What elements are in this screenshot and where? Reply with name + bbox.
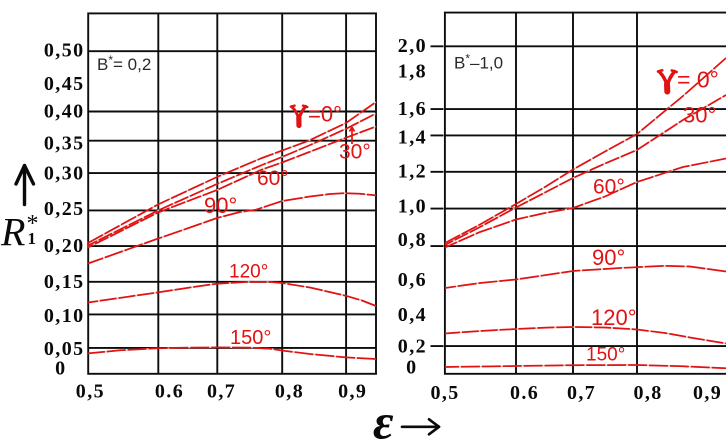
svg-text:90°: 90°	[592, 245, 625, 270]
svg-text:30°: 30°	[339, 141, 371, 164]
svg-text:0,7: 0,7	[567, 382, 596, 404]
svg-text:150°: 150°	[586, 345, 625, 366]
svg-text:1,8: 1,8	[398, 61, 427, 83]
svg-text:0,9: 0,9	[338, 381, 367, 403]
svg-text:0,5: 0,5	[430, 382, 459, 404]
svg-text:0,45: 0,45	[44, 73, 85, 95]
svg-text:0,6: 0,6	[398, 269, 427, 291]
svg-text:*: *	[27, 211, 39, 237]
svg-text:0,5: 0,5	[76, 381, 105, 403]
svg-text:0,4: 0,4	[398, 304, 427, 326]
svg-text:0.6: 0.6	[510, 382, 539, 404]
svg-text:120°: 120°	[591, 305, 637, 330]
svg-text:1,4: 1,4	[398, 127, 427, 149]
svg-text:0,8: 0,8	[275, 381, 304, 403]
svg-text:0,20: 0,20	[44, 235, 85, 257]
svg-text:B*= 0,2: B*= 0,2	[97, 53, 151, 74]
svg-text:B*–1,0: B*–1,0	[454, 52, 503, 73]
svg-text:= 0°: = 0°	[677, 67, 719, 93]
svg-text:1,2: 1,2	[398, 160, 427, 182]
svg-text:0,10: 0,10	[44, 305, 85, 327]
svg-text:1,0: 1,0	[398, 195, 427, 217]
svg-text:0,30: 0,30	[44, 162, 85, 184]
svg-text:30°: 30°	[683, 103, 716, 128]
svg-text:0,7: 0,7	[207, 381, 236, 403]
svg-text:0.6: 0.6	[155, 381, 184, 403]
svg-text:120°: 120°	[229, 262, 268, 283]
svg-text:1,6: 1,6	[398, 98, 427, 120]
svg-text:R: R	[0, 210, 25, 255]
svg-text:=0°: =0°	[308, 102, 342, 127]
svg-text:0: 0	[55, 358, 66, 380]
svg-text:0,40: 0,40	[44, 100, 85, 122]
svg-text:0,9: 0,9	[693, 382, 722, 404]
svg-text:60°: 60°	[593, 176, 625, 199]
svg-text:0,2: 0,2	[398, 335, 427, 357]
svg-text:1: 1	[28, 229, 37, 248]
svg-text:0: 0	[406, 356, 417, 378]
svg-text:0,35: 0,35	[44, 132, 85, 154]
svg-text:60°: 60°	[257, 167, 289, 190]
svg-text:0,05: 0,05	[44, 338, 85, 360]
svg-text:0,8: 0,8	[633, 382, 662, 404]
svg-text:0,50: 0,50	[44, 40, 85, 62]
svg-text:0,15: 0,15	[44, 271, 85, 293]
svg-text:0,25: 0,25	[44, 198, 85, 220]
svg-text:2,0: 2,0	[398, 35, 427, 57]
svg-text:90°: 90°	[204, 193, 237, 218]
svg-text:150°: 150°	[230, 327, 271, 349]
svg-text:0,8: 0,8	[398, 229, 427, 251]
svg-text:ε: ε	[373, 394, 394, 448]
